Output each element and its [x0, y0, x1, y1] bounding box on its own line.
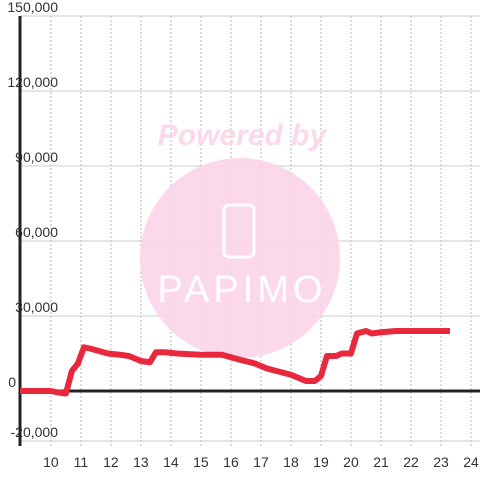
x-tick-label: 13 — [133, 454, 149, 470]
x-tick-label: 23 — [433, 454, 449, 470]
y-tick-label: 60,000 — [15, 224, 58, 240]
y-tick-label: 90,000 — [15, 149, 58, 165]
watermark-logo: PAPIMO — [158, 269, 327, 311]
x-tick-label: 11 — [74, 454, 89, 470]
x-tick-label: 22 — [403, 454, 419, 470]
y-tick-label: 30,000 — [15, 299, 58, 315]
x-tick-label: 19 — [313, 454, 329, 470]
y-tick-label: 120,000 — [7, 74, 58, 90]
x-tick-label: 20 — [343, 454, 359, 470]
x-tick-label: 24 — [463, 454, 479, 470]
y-tick-label: -20,000 — [11, 424, 59, 440]
x-tick-label: 18 — [283, 454, 299, 470]
watermark-icon — [222, 203, 256, 259]
x-tick-label: 12 — [103, 454, 119, 470]
x-tick-label: 14 — [163, 454, 179, 470]
x-tick-label: 17 — [253, 454, 269, 470]
x-tick-label: 16 — [223, 454, 239, 470]
x-tick-label: 10 — [43, 454, 59, 470]
y-tick-label: 0 — [8, 374, 16, 390]
x-tick-label: 21 — [373, 454, 389, 470]
x-tick-label: 15 — [193, 454, 209, 470]
y-tick-label: 150,000 — [7, 0, 58, 15]
watermark: Powered by PAPIMO — [140, 119, 340, 358]
watermark-text: Powered by — [158, 119, 328, 152]
data-line — [20, 328, 450, 397]
